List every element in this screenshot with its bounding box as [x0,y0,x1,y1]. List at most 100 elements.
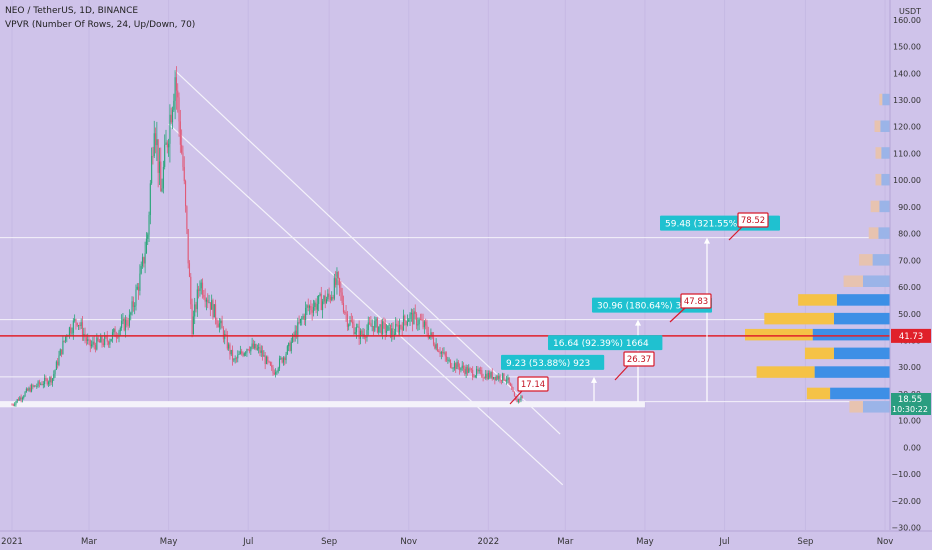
price-tick-label: 120.00 [893,123,921,132]
candle-body [380,324,382,335]
candle-body [51,378,54,383]
candle-body [143,257,145,264]
last-price-tag[interactable] [891,328,931,343]
support-band[interactable] [0,401,645,408]
price-tick-label: 90.00 [898,203,921,212]
symbol-title[interactable]: NEO / TetherUS, 1D, BINANCE [5,6,139,16]
indicator-title[interactable]: VPVR (Number Of Rows, 24, Up/Down, 70) [5,20,196,30]
time-tick-label: May [160,537,178,547]
candle-body [196,289,198,310]
callout-label[interactable]: 47.83 [684,297,708,307]
measure-label[interactable]: 9.23 (53.88%) 923 [506,359,590,369]
candle-body [108,341,110,345]
volume-bar-down [849,401,863,413]
candle-body [481,370,483,377]
candle-body [128,314,130,326]
candle-body [79,325,81,326]
measure-label[interactable]: 59.48 (321.55%) 5947 [665,220,766,230]
candle-body [512,389,514,392]
measure-label[interactable]: 30.96 (180.64%) 3096 [597,302,699,312]
candle-body [366,330,368,338]
candle-body [149,183,151,216]
measure-label-bg[interactable] [501,354,605,370]
candle-body [439,351,441,354]
candle-body [216,319,218,325]
candle-body [237,354,239,359]
candle-body [55,361,57,370]
candle-body [168,143,170,148]
candle-body [121,321,123,329]
candle-body [339,278,341,288]
time-tick-label: Mar [81,537,98,547]
time-tick-label: May [636,537,654,547]
candle-body [452,368,454,369]
callout-box[interactable] [517,376,549,392]
candle-body [59,349,61,356]
candle-body [34,385,37,387]
candle-body [302,315,304,319]
callout-box[interactable] [623,351,655,367]
candle-body [286,346,288,355]
candle-body [45,377,47,380]
candle-body [315,302,317,310]
measure-label-bg[interactable] [548,335,663,351]
candle-body [151,155,153,184]
candle-body [94,345,97,350]
cursor-price-tag[interactable] [891,393,931,415]
candle-body [269,362,271,366]
callout-pointer [614,365,629,381]
candle-body [211,300,213,310]
candle-body [503,373,505,381]
candle-body [278,358,281,369]
candle-body [418,319,420,325]
volume-bar-down [756,366,815,378]
candle-body [53,374,55,379]
candle-body [483,377,485,379]
candle-body [276,371,278,373]
horizontal-levels [0,237,890,408]
candle-body [217,324,219,328]
volume-bar-down [806,387,831,400]
candle-body [409,314,411,320]
candle-body [131,301,133,313]
volume-profile [745,93,890,413]
price-axis-unit: USDT [899,7,921,16]
callout-box[interactable] [680,293,712,309]
candle-body [252,343,254,349]
candle-body [235,358,238,360]
price-tick-label: 160.00 [893,16,921,25]
candle-body [455,363,457,370]
candle-body [444,352,446,357]
measure-label[interactable]: 16.64 (92.39%) 1664 [553,339,649,349]
candle-body [519,399,521,400]
time-tick-label: Nov [400,537,417,547]
candles [11,66,523,407]
trend-line[interactable] [168,123,564,486]
candle-body [204,297,206,302]
callout-label[interactable]: 26.37 [627,355,651,365]
candle-body [333,278,335,299]
candle-body [457,361,459,367]
candle-body [50,377,52,383]
trend-line[interactable] [174,70,561,435]
callout-box[interactable] [737,212,769,228]
candle-body [489,372,491,378]
candle-body [87,339,89,341]
candle-body [119,328,121,332]
candle-body [461,365,463,368]
volume-bar-down [798,294,837,306]
candle-body [205,299,207,302]
candle-body [191,304,193,335]
candle-body [258,347,260,349]
candle-body [438,351,440,352]
candle-body [135,289,137,306]
candle-body [392,328,394,335]
callout-label[interactable]: 17.14 [521,380,545,390]
callout-label[interactable]: 78.52 [741,216,765,226]
price-tick-label: 50.00 [898,310,921,319]
candle-body [383,321,385,323]
candle-body [378,326,380,333]
candle-body [462,365,465,370]
candle-body [226,335,228,349]
